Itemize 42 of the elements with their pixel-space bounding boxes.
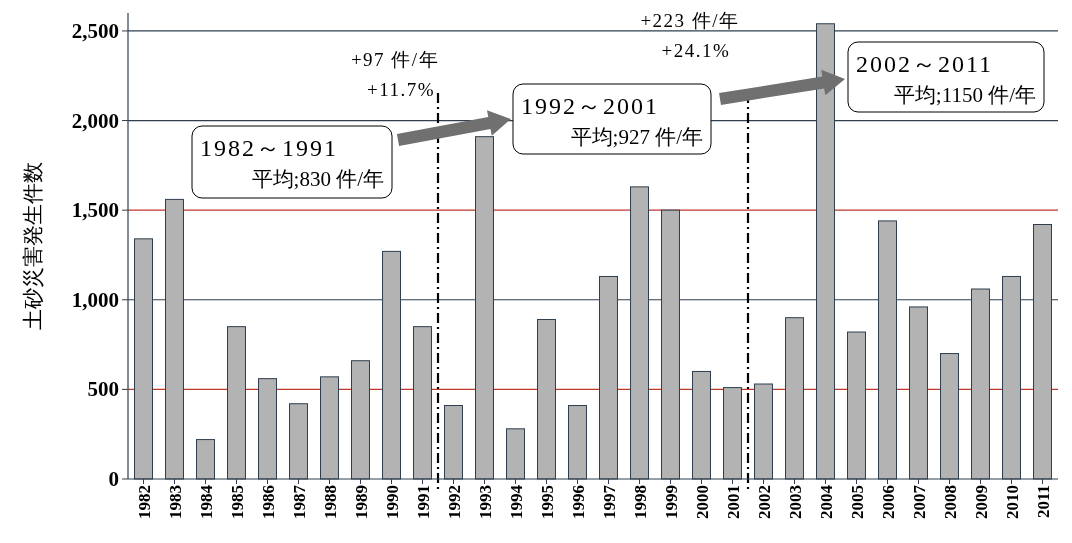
x-tick-label: 1997 [599,484,619,519]
x-tick-label: 1991 [413,485,433,519]
y-tick-label: 1,500 [71,198,119,223]
x-tick-label: 1990 [382,485,402,519]
x-tick-label: 1983 [165,485,185,519]
y-axis-title: 土砂災害発生件数 [21,162,45,330]
x-tick-label: 1994 [506,484,526,519]
x-tick-label: 1985 [227,485,247,519]
x-tick-label: 2009 [971,485,991,519]
x-tick-label: 2006 [878,485,898,519]
annotation: 1982～1991 平均;830 件/年 [200,135,384,191]
x-tick-label: 1998 [630,485,650,519]
annotation: 2002～2011 平均;1150 件/年 [856,51,1036,107]
annotation: 1992～2001 平均;927 件/年 [521,93,703,149]
y-tick-label: 2,000 [71,108,119,133]
y-tick-label: 500 [87,377,119,402]
x-tick-label: 2007 [909,484,929,519]
x-tick-label: 1988 [320,485,340,519]
x-tick-label: 2001 [723,485,743,519]
x-tick-label: 1986 [258,485,278,519]
x-tick-label: 1996 [568,485,588,519]
x-tick-label: 2000 [692,485,712,519]
x-tick-label: 1992 [444,485,464,519]
x-tick-label: 1987 [289,484,309,519]
x-tick-label: 2002 [754,485,774,519]
x-tick-label: 1982 [134,485,154,519]
annotation: +97 件/年 +11.7% [350,49,440,100]
x-tick-label: 2011 [1033,485,1053,519]
x-tick-label: 1999 [661,485,681,519]
x-tick-label: 2004 [816,484,836,519]
x-tick-label: 2005 [847,485,867,519]
x-tick-label: 2008 [940,485,960,519]
x-tick-label: 1984 [196,484,216,519]
annotation: +223 件/年 +24.1% [640,10,740,61]
y-tick-label: 0 [108,467,119,491]
x-tick-label: 2010 [1002,485,1022,519]
x-tick-label: 2003 [785,485,805,519]
y-tick-label: 2,500 [71,18,119,43]
x-tick-label: 1995 [537,485,557,519]
x-tick-label: 1993 [475,485,495,519]
y-tick-label: 1,000 [71,287,119,312]
x-tick-label: 1989 [351,485,371,519]
